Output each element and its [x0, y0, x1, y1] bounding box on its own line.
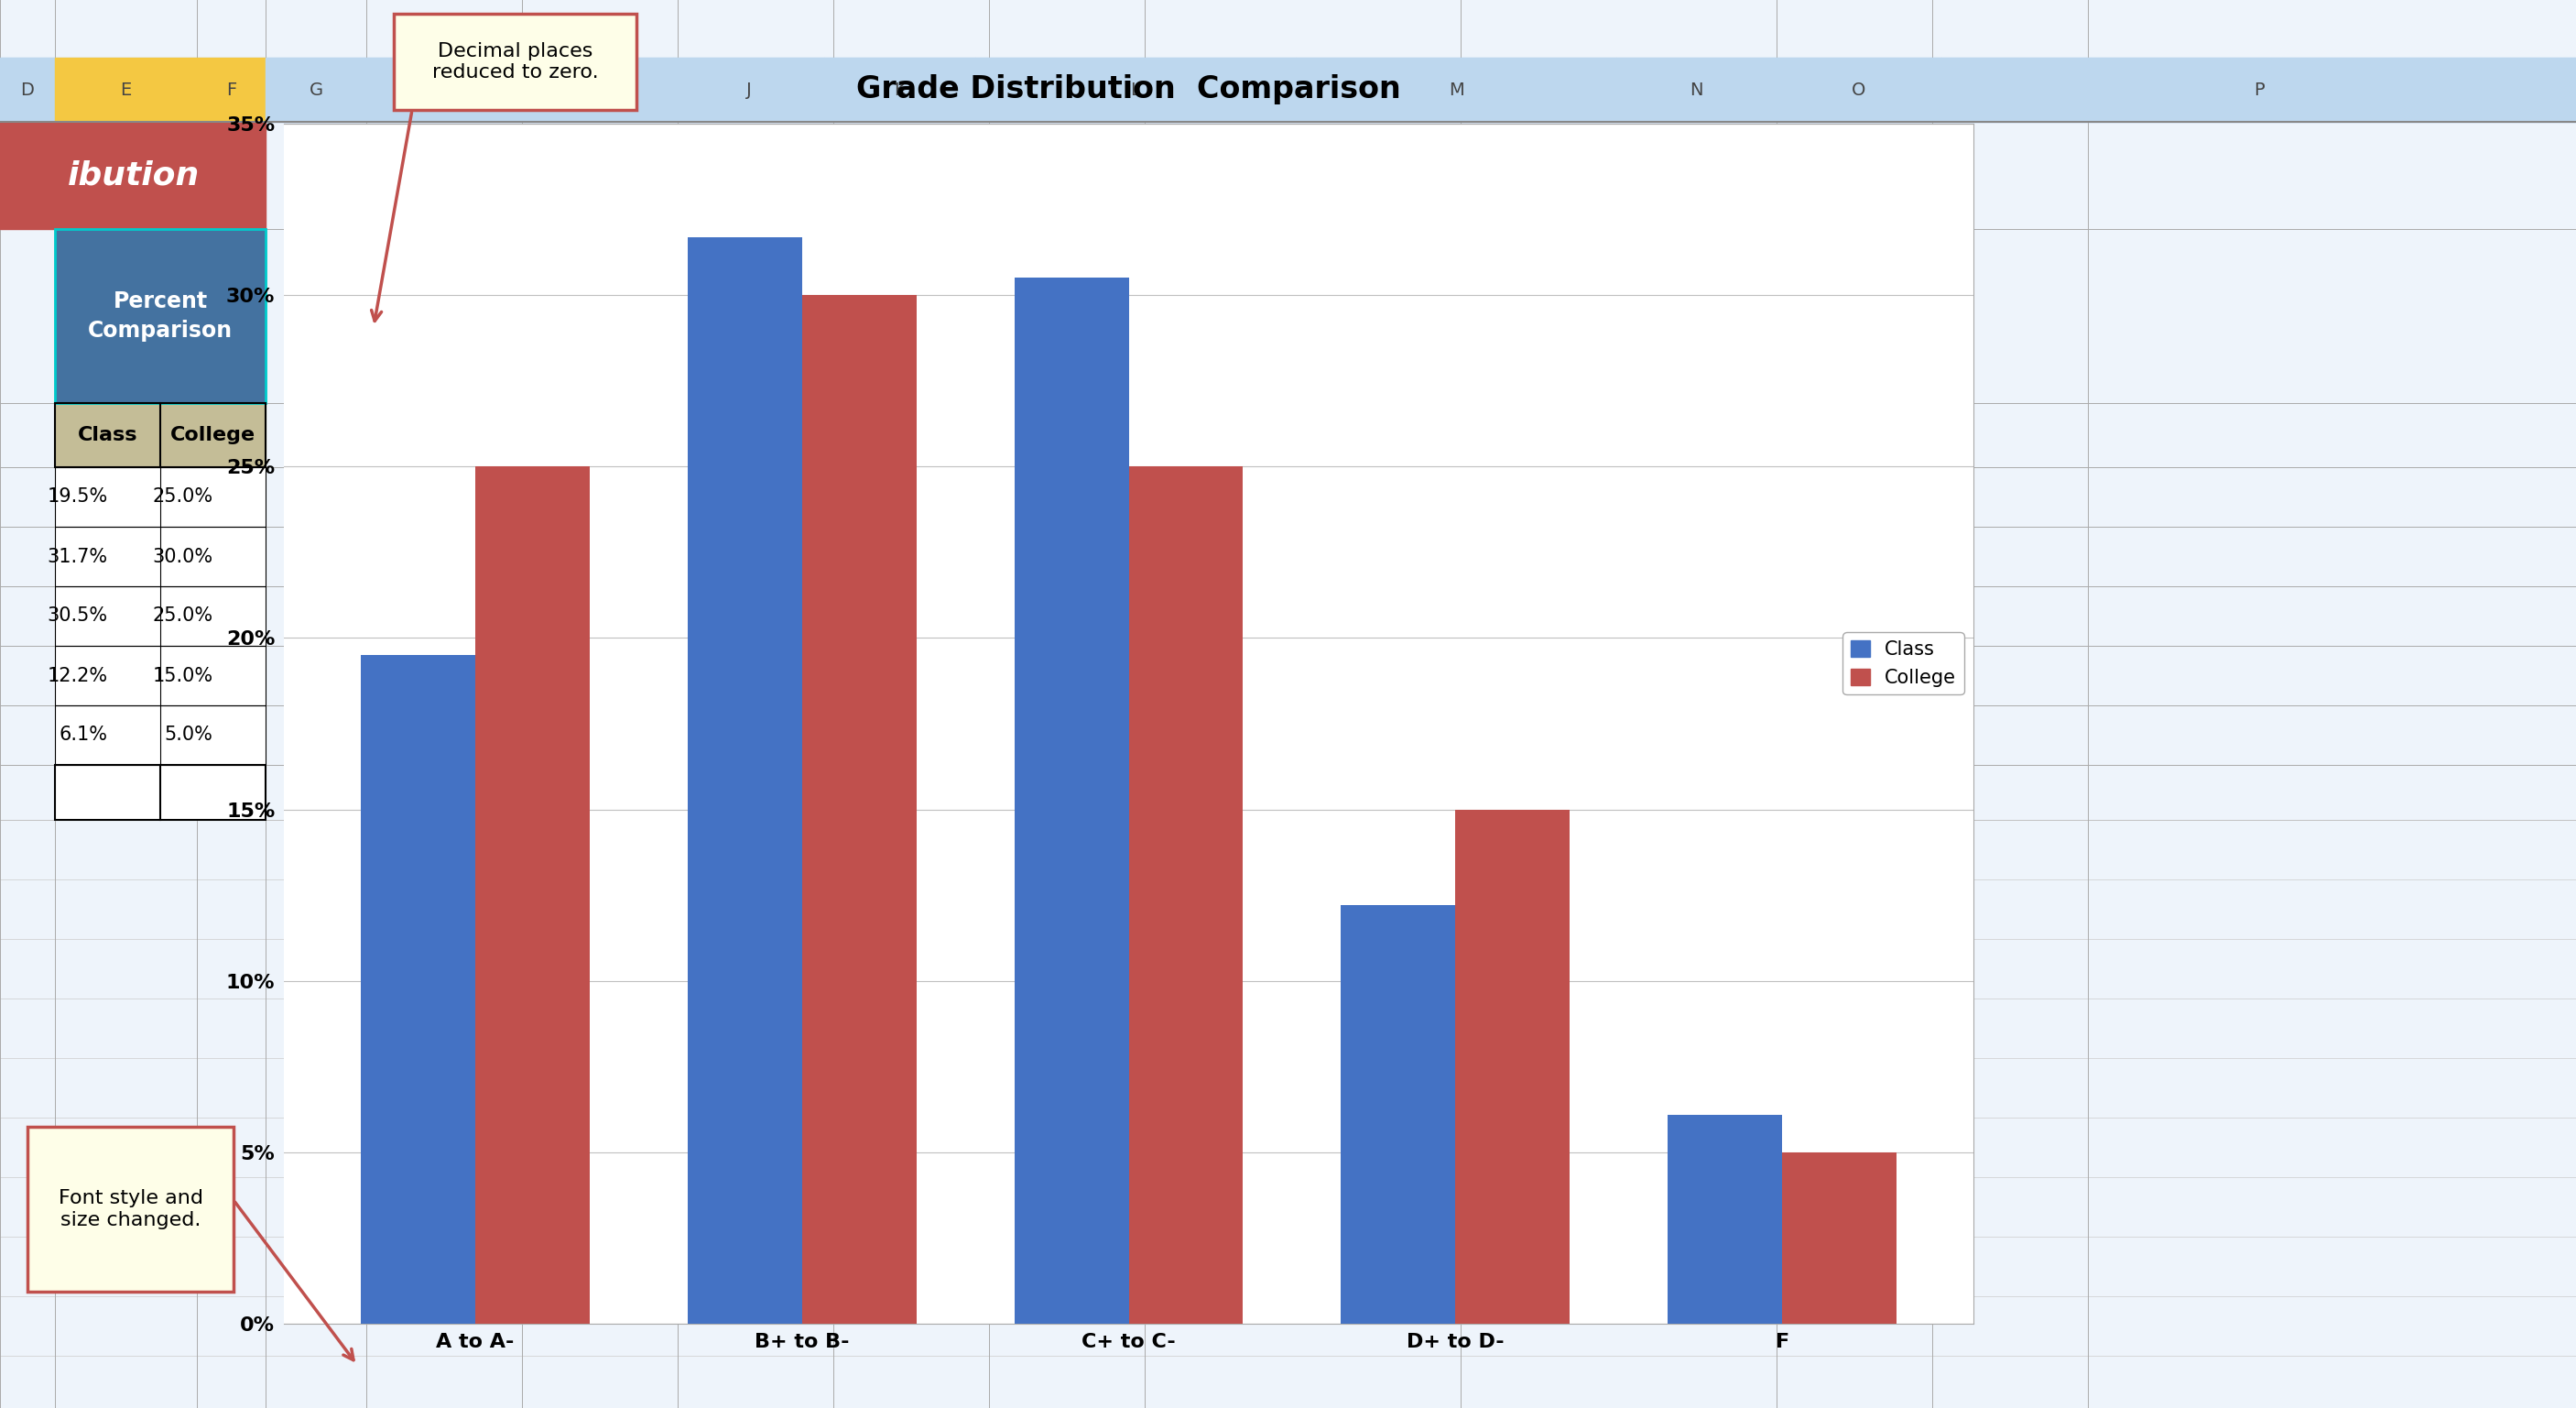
Bar	[523, 58, 672, 122]
Bar	[1615, 58, 1777, 122]
Bar	[394, 14, 636, 110]
Bar	[54, 586, 265, 646]
Bar	[1942, 58, 2576, 122]
Bar	[824, 58, 976, 122]
Bar	[54, 527, 265, 586]
Bar	[54, 230, 265, 403]
Bar	[54, 467, 265, 527]
Text: F: F	[227, 82, 237, 99]
Text: J: J	[747, 82, 752, 99]
Text: N: N	[1690, 82, 1703, 99]
Text: 31.7%: 31.7%	[46, 548, 108, 566]
Bar	[54, 403, 265, 467]
Bar	[394, 14, 636, 110]
Bar	[54, 705, 265, 765]
Bar	[54, 765, 265, 819]
Bar	[366, 58, 523, 122]
Text: College: College	[170, 427, 255, 445]
Text: 15.0%: 15.0%	[152, 666, 214, 684]
Text: G: G	[309, 82, 322, 99]
Bar	[54, 646, 265, 705]
Bar	[54, 586, 265, 646]
Bar	[1128, 466, 1244, 1324]
Text: Class: Class	[77, 427, 137, 445]
Bar	[196, 58, 265, 122]
Legend: Class, College: Class, College	[1842, 632, 1963, 694]
Bar	[1667, 1115, 1783, 1324]
Bar	[1777, 58, 1942, 122]
Text: D: D	[21, 82, 33, 99]
Text: K: K	[894, 82, 907, 99]
Bar	[474, 466, 590, 1324]
Text: I: I	[595, 82, 600, 99]
Bar	[54, 467, 265, 527]
Bar	[361, 655, 474, 1324]
Text: 25.0%: 25.0%	[152, 487, 214, 505]
Bar	[1015, 277, 1128, 1324]
Bar	[1342, 905, 1455, 1324]
Bar	[0, 122, 265, 230]
Bar	[54, 646, 265, 705]
Text: Decimal places
reduced to zero.: Decimal places reduced to zero.	[433, 42, 598, 82]
Text: 30.5%: 30.5%	[46, 607, 108, 625]
Bar	[672, 58, 824, 122]
Text: 12.2%: 12.2%	[46, 666, 108, 684]
Bar	[688, 237, 801, 1324]
Text: ibution: ibution	[67, 161, 201, 191]
Bar	[1296, 58, 1615, 122]
Bar	[54, 58, 196, 122]
Bar	[54, 230, 265, 403]
Text: M: M	[1448, 82, 1463, 99]
Text: Percent
Comparison: Percent Comparison	[88, 290, 232, 342]
Text: 30.0%: 30.0%	[152, 548, 214, 566]
Bar	[54, 403, 265, 467]
Bar	[28, 1126, 234, 1291]
Text: 6.1%: 6.1%	[59, 727, 108, 745]
Text: L: L	[1131, 82, 1141, 99]
Text: H: H	[438, 82, 451, 99]
Text: P: P	[2254, 82, 2264, 99]
Text: 5.0%: 5.0%	[165, 727, 214, 745]
Bar	[54, 527, 265, 586]
Text: 25.0%: 25.0%	[152, 607, 214, 625]
Bar	[1455, 810, 1569, 1324]
Text: E: E	[121, 82, 131, 99]
Text: Font style and
size changed.: Font style and size changed.	[59, 1190, 204, 1229]
Bar	[801, 296, 917, 1324]
Bar	[54, 765, 265, 819]
Bar	[1783, 1152, 1896, 1324]
Text: 19.5%: 19.5%	[46, 487, 108, 505]
Title: Grade Distribution  Comparison: Grade Distribution Comparison	[855, 75, 1401, 104]
Bar	[0, 58, 54, 122]
Bar	[976, 58, 1296, 122]
Bar	[0, 58, 2576, 122]
Bar	[28, 1126, 234, 1291]
Text: O: O	[1852, 82, 1865, 99]
Bar	[54, 705, 265, 765]
Bar	[265, 58, 366, 122]
